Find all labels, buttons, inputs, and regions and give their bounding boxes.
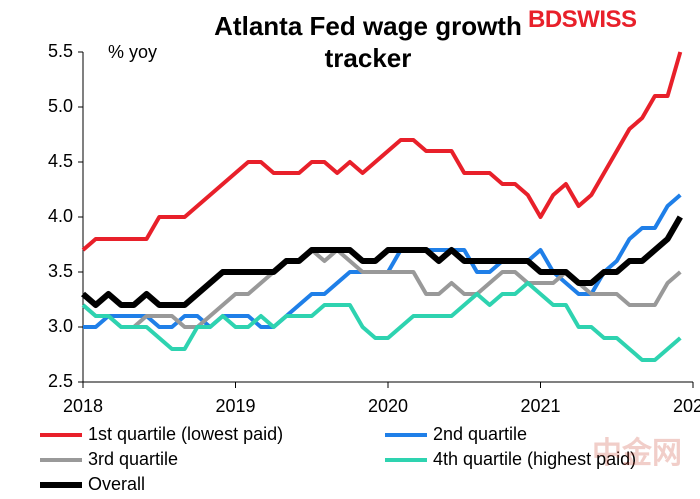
chart-title: Atlanta Fed wage growth tracker <box>214 11 522 73</box>
y-tick-label: 3.0 <box>48 316 73 336</box>
x-tick-label: 2020 <box>368 396 408 416</box>
series-line <box>81 215 683 308</box>
x-tick-label: 2019 <box>215 396 255 416</box>
x-tick-label: 2021 <box>520 396 560 416</box>
series-line <box>81 281 682 362</box>
legend-label: 2nd quartile <box>433 424 527 444</box>
brand-logo: BDSWISS <box>528 6 637 33</box>
y-tick-label: 3.5 <box>48 261 73 281</box>
y-axis-label: % yoy <box>108 42 157 62</box>
y-tick-label: 4.5 <box>48 151 73 171</box>
legend-label: 4th quartile (highest paid) <box>433 449 636 469</box>
x-tick-label: 2022 <box>673 396 700 416</box>
series-line <box>81 248 682 329</box>
legend-label: Overall <box>88 474 145 494</box>
watermark: 中金网 <box>592 437 682 470</box>
y-tick-label: 5.5 <box>48 41 73 61</box>
legend-label: 3rd quartile <box>88 449 178 469</box>
y-tick-label: 4.0 <box>48 206 73 226</box>
x-tick-label: 2018 <box>63 396 103 416</box>
y-tick-label: 2.5 <box>48 371 73 391</box>
series-line <box>81 51 683 252</box>
legend-label: 1st quartile (lowest paid) <box>88 424 283 444</box>
y-tick-label: 5.0 <box>48 96 73 116</box>
